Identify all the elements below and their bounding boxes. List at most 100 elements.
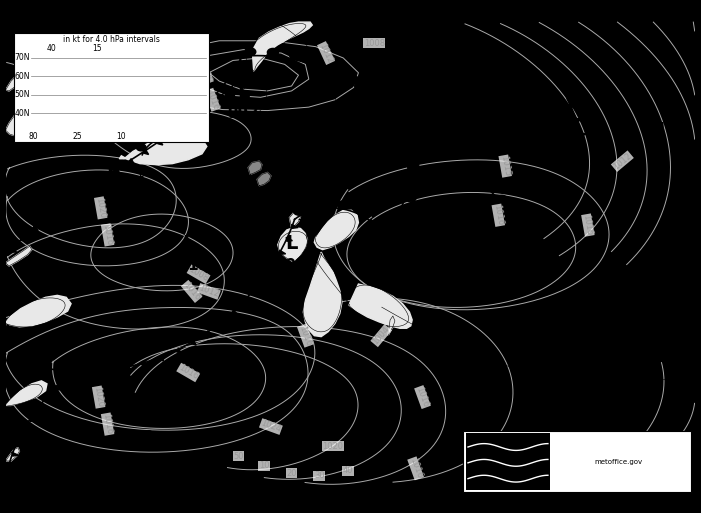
Text: 1016: 1016 — [582, 214, 594, 236]
Text: 20: 20 — [286, 469, 297, 478]
Text: 1004: 1004 — [371, 325, 391, 347]
Circle shape — [383, 233, 395, 241]
Text: 1016: 1016 — [408, 457, 423, 480]
Polygon shape — [280, 250, 286, 254]
Polygon shape — [65, 370, 71, 376]
Text: 50: 50 — [233, 451, 244, 461]
Polygon shape — [349, 284, 412, 328]
Text: 1024: 1024 — [259, 419, 283, 435]
Polygon shape — [292, 224, 298, 228]
Circle shape — [398, 210, 409, 218]
Text: 1012: 1012 — [611, 151, 633, 171]
Polygon shape — [574, 119, 583, 122]
Circle shape — [225, 92, 234, 98]
Circle shape — [404, 146, 415, 153]
Text: 60N: 60N — [15, 72, 30, 81]
Text: H: H — [648, 121, 665, 140]
Circle shape — [444, 178, 454, 185]
Text: 1016: 1016 — [492, 204, 505, 226]
Circle shape — [398, 130, 409, 138]
Circle shape — [497, 195, 507, 202]
Polygon shape — [65, 376, 71, 380]
Polygon shape — [46, 368, 51, 373]
Circle shape — [408, 162, 418, 169]
Polygon shape — [46, 396, 52, 400]
Text: 1015: 1015 — [499, 155, 512, 177]
Polygon shape — [8, 464, 15, 468]
Bar — [466, 433, 550, 490]
Polygon shape — [100, 177, 105, 182]
Text: 1008: 1008 — [364, 38, 385, 48]
Text: 10: 10 — [646, 145, 667, 160]
Text: 1012: 1012 — [616, 435, 629, 458]
Polygon shape — [12, 452, 18, 456]
Circle shape — [389, 115, 400, 123]
Polygon shape — [22, 236, 27, 241]
Polygon shape — [272, 263, 278, 267]
Text: 1012: 1012 — [198, 284, 220, 299]
Circle shape — [167, 128, 177, 135]
Text: 40: 40 — [343, 466, 353, 476]
Circle shape — [242, 72, 251, 78]
Text: 1016: 1016 — [205, 88, 220, 111]
Circle shape — [201, 107, 210, 113]
Polygon shape — [22, 429, 29, 433]
Text: H: H — [125, 406, 141, 425]
Circle shape — [315, 201, 325, 208]
Polygon shape — [6, 246, 32, 266]
Text: 10: 10 — [259, 461, 269, 470]
Polygon shape — [6, 46, 71, 91]
Text: 1020: 1020 — [198, 62, 213, 84]
Polygon shape — [248, 161, 262, 174]
Polygon shape — [72, 195, 77, 201]
Polygon shape — [123, 366, 128, 371]
Polygon shape — [578, 133, 586, 136]
Circle shape — [358, 208, 369, 215]
Text: 50N: 50N — [15, 90, 30, 100]
Polygon shape — [104, 369, 109, 374]
Text: 30: 30 — [314, 471, 325, 480]
Circle shape — [374, 219, 385, 227]
Polygon shape — [55, 385, 61, 390]
Polygon shape — [144, 149, 149, 154]
Polygon shape — [84, 370, 89, 376]
Circle shape — [245, 48, 256, 56]
Polygon shape — [290, 213, 301, 228]
Polygon shape — [252, 22, 312, 71]
Polygon shape — [304, 252, 342, 337]
Text: metoffice.gov: metoffice.gov — [595, 459, 643, 465]
Text: 15: 15 — [92, 44, 102, 53]
Polygon shape — [580, 147, 587, 151]
Polygon shape — [142, 362, 146, 367]
Text: 1029: 1029 — [112, 430, 154, 445]
Text: 993: 993 — [275, 258, 308, 273]
Bar — [463, 431, 691, 492]
Polygon shape — [158, 140, 163, 145]
Circle shape — [374, 238, 386, 246]
Text: L: L — [30, 436, 43, 455]
Polygon shape — [314, 210, 358, 250]
Text: 40: 40 — [47, 44, 57, 53]
Polygon shape — [58, 205, 63, 210]
Text: 1013: 1013 — [167, 258, 210, 273]
Circle shape — [294, 207, 304, 215]
Polygon shape — [119, 135, 207, 165]
Circle shape — [405, 194, 416, 202]
Polygon shape — [171, 130, 177, 135]
Polygon shape — [220, 87, 226, 91]
Text: L: L — [182, 234, 194, 253]
Text: 1020: 1020 — [93, 386, 105, 408]
Text: 1006: 1006 — [15, 459, 58, 475]
Polygon shape — [86, 186, 91, 191]
Text: in kt for 4.0 hPa intervals: in kt for 4.0 hPa intervals — [63, 35, 160, 44]
Polygon shape — [191, 340, 196, 345]
Polygon shape — [6, 448, 20, 461]
Text: 1016: 1016 — [415, 386, 430, 408]
Polygon shape — [234, 82, 240, 86]
Text: L: L — [285, 234, 298, 253]
Polygon shape — [286, 238, 292, 241]
Polygon shape — [232, 310, 238, 314]
Text: L: L — [107, 158, 118, 177]
Circle shape — [388, 224, 399, 232]
Polygon shape — [4, 489, 12, 492]
